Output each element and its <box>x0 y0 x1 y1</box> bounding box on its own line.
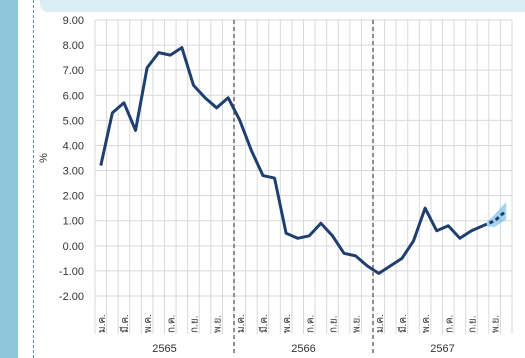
series-lines <box>99 46 508 275</box>
x-month-label: พ.ย. <box>352 315 363 333</box>
y-tick-label: 8.00 <box>63 40 84 52</box>
grid-lines <box>94 19 513 334</box>
top-banner <box>40 0 525 12</box>
x-month-label: มี.ค. <box>119 314 131 333</box>
x-axis-year-labels: 2565 2566 2567 <box>152 343 454 355</box>
x-month-label: มี.ค. <box>258 314 270 333</box>
left-decorative-stripe <box>0 0 18 358</box>
y-tick-label: 5.00 <box>63 115 84 127</box>
y-tick-label: 0.00 <box>63 241 84 253</box>
x-month-label: ม.ค. <box>236 314 247 333</box>
x-month-label: ม.ค. <box>375 314 386 333</box>
x-month-label: พ.ย. <box>213 315 224 333</box>
y-axis-label: % <box>38 153 50 163</box>
x-year-label: 2566 <box>291 343 315 355</box>
x-year-label: 2565 <box>152 343 176 355</box>
y-tick-label: 1.00 <box>63 216 84 228</box>
y-tick-label: 9.00 <box>63 15 84 27</box>
x-month-label: ก.ค. <box>166 315 177 333</box>
forecast-band-area <box>483 201 507 227</box>
x-month-label: ก.ย. <box>328 316 339 333</box>
y-tick-label: 6.00 <box>63 90 84 102</box>
y-tick-label: 4.00 <box>63 140 84 152</box>
y-tick-label: -2.00 <box>59 291 84 303</box>
y-tick-label: -1.00 <box>59 266 84 278</box>
forecast-band <box>483 201 507 227</box>
y-axis-ticks: 9.00 8.00 7.00 6.00 5.00 4.00 3.00 2.00 1.00 0.00… <box>59 15 84 303</box>
y-tick-label: 7.00 <box>63 65 84 77</box>
x-month-label: พ.ค. <box>421 314 432 333</box>
x-month-label: พ.ย. <box>491 315 502 333</box>
forecast-line <box>482 209 508 228</box>
x-month-label: ก.ค. <box>444 315 455 333</box>
series-line <box>99 46 484 275</box>
x-month-label: ม.ค. <box>97 314 108 333</box>
x-month-label: มี.ค. <box>397 314 409 333</box>
x-month-label: ก.ค. <box>305 315 316 333</box>
x-month-label: ก.ย. <box>467 316 478 333</box>
y-tick-label: 3.00 <box>63 166 84 178</box>
x-axis-month-labels: ม.ค. มี.ค. พ.ค. ก.ค. ก.ย. พ.ย. ม.ค. มี.ค. พ.ค. ก.… <box>97 314 502 333</box>
x-year-label: 2567 <box>430 343 454 355</box>
x-month-label: ก.ย. <box>189 316 200 333</box>
dashed-border-line <box>33 0 34 358</box>
y-tick-label: 2.00 <box>63 191 84 203</box>
x-month-label: พ.ค. <box>282 314 293 333</box>
x-month-label: พ.ค. <box>143 314 154 333</box>
